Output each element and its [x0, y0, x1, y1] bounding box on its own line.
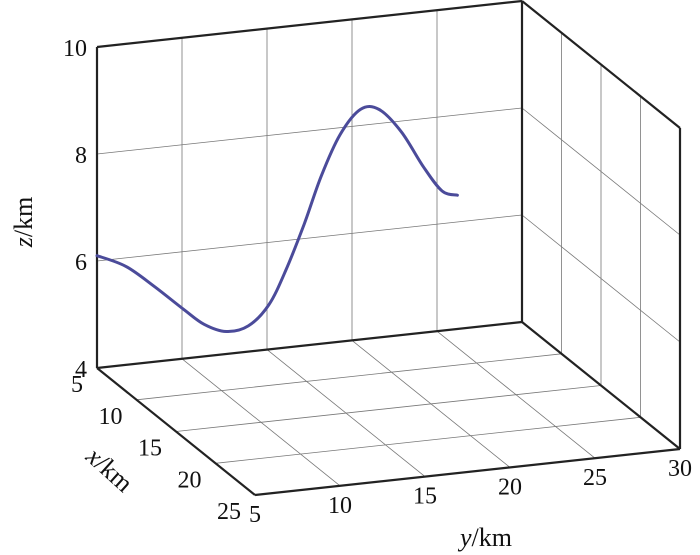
y-tick-label: 5: [249, 502, 261, 528]
y-axis-label-unit: /km: [472, 523, 512, 552]
y-tick-label: 10: [328, 493, 352, 519]
floor-grid-line: [136, 353, 562, 401]
axes-frame: [95, 0, 682, 497]
y-axis-line: [254, 447, 681, 497]
top-back-edge: [96, 0, 523, 49]
back-wall-grid-line: [96, 214, 523, 262]
floor-grid-line: [181, 358, 341, 487]
top-side-edge: [521, 0, 681, 129]
floor-side-edge: [521, 321, 681, 450]
trajectory-line: [95, 104, 459, 334]
floor-grid-line: [436, 330, 596, 459]
grid-lines: [96, 10, 681, 487]
z-axis-label-var: z: [9, 237, 38, 248]
z-axis-label: z/km: [9, 197, 38, 249]
z-tick-label: 10: [63, 36, 87, 62]
z-axis-label-unit: /km: [9, 197, 38, 237]
floor-grid-line: [175, 385, 602, 432]
floor-back-edge: [96, 320, 523, 370]
series-layer: [95, 104, 459, 334]
floor-grid-line: [215, 416, 641, 464]
x-tick-label: 5: [71, 372, 83, 398]
z-tick-label: 8: [75, 143, 87, 169]
side-wall-grid-line: [521, 214, 681, 343]
side-wall-grid-line: [521, 107, 681, 236]
x-tick-label: 20: [178, 467, 202, 493]
floor-grid-line: [351, 340, 511, 468]
y-tick-label: 30: [668, 456, 692, 482]
y-tick-label: 25: [583, 465, 607, 491]
y-axis-label-var: y: [457, 523, 472, 552]
x-axis-label: x/km: [80, 441, 139, 498]
tick-labels: 4 6 8 10 5 10 15 20 25 5 10 15 20 25 30: [63, 36, 692, 528]
floor-grid-line: [266, 349, 426, 477]
x-tick-label: 25: [217, 499, 241, 525]
y-tick-label: 15: [413, 484, 437, 510]
y-axis-label: y/km: [457, 523, 512, 552]
z-tick-label: 4: [75, 357, 87, 383]
z-tick-label: 6: [75, 250, 87, 276]
x-tick-label: 15: [138, 436, 162, 462]
y-tick-label: 20: [498, 474, 522, 500]
back-wall-grid-line: [96, 107, 523, 155]
x-axis-line: [96, 367, 256, 496]
x-tick-label: 10: [99, 404, 123, 430]
